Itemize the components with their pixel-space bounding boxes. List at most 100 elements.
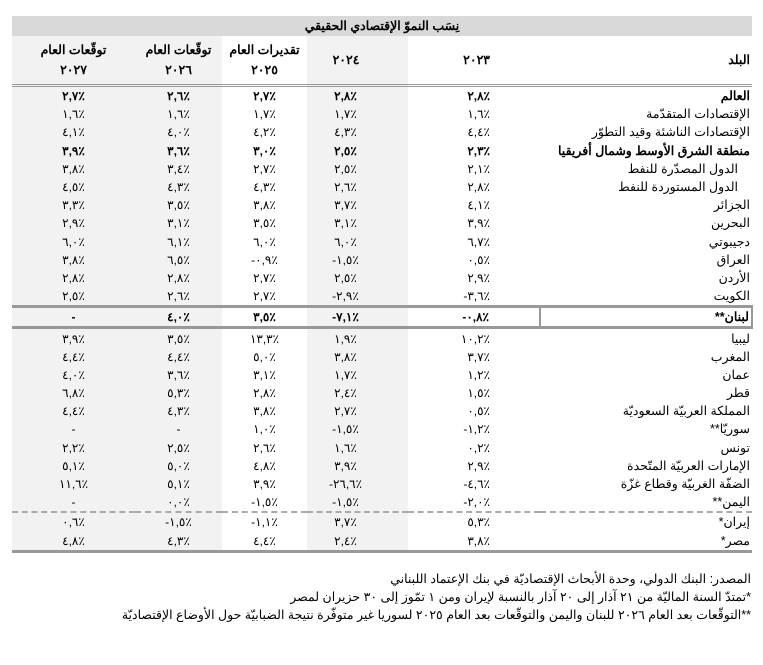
table-row: ٥,١٪ ٥,٠٪ ٤,٨٪ ٣,٩٪ ٢,٩٪ الإمارات العربيّة ال… bbox=[12, 456, 752, 475]
value-2027: ٢,٧٪ bbox=[12, 85, 135, 106]
country-name: الجزائر bbox=[713, 198, 750, 213]
value-2026: ٤,٣٪ bbox=[135, 531, 222, 553]
value-2024: ٣,١٪ bbox=[307, 214, 408, 233]
value-2023: ٤,١٪ bbox=[467, 198, 490, 213]
value-2024: ١,٩٪ bbox=[307, 327, 408, 348]
value-2023: ٠,٥٪ bbox=[467, 404, 490, 419]
value-2026: ٠,٠٪ bbox=[135, 493, 222, 513]
value-2026: ٢,٦٪ bbox=[135, 85, 222, 106]
value-2023: ٣,٧٪ bbox=[467, 349, 490, 364]
table-row: ٢,٧٪ ٢,٦٪ ٢,٧٪ ٢,٨٪ ٢,٨٪ العالم bbox=[12, 85, 752, 106]
value-2027: ٢,٥٪ bbox=[12, 287, 135, 307]
value-2024: -١,٥٪ bbox=[307, 420, 408, 439]
value-2027: ٢,٢٪ bbox=[12, 438, 135, 457]
value-2023: ٣,٩٪ bbox=[467, 216, 490, 231]
table-row: ٤,١٪ ٤,٠٪ ٤,٢٪ ٤,٣٪ ٤,٤٪ الإقتصادات الناشئة و… bbox=[12, 123, 752, 142]
value-2025: ٤,٤٪ bbox=[222, 531, 307, 553]
value-2026: ٥,٣٪ bbox=[135, 384, 222, 403]
value-2025: ٣,٥٪ bbox=[222, 305, 307, 330]
value-2025: ٢,٨٪ bbox=[253, 386, 276, 401]
value-2023: -٤,٦٪ bbox=[463, 477, 490, 492]
value-2024: ٣,٩٪ bbox=[307, 456, 408, 475]
value-2024: ١,٦٪ bbox=[307, 438, 408, 457]
value-2024: ٣,٧٪ bbox=[307, 511, 408, 532]
value-2024: ١,٧٪ bbox=[307, 365, 408, 384]
value-2023: ٣,٨٪ bbox=[408, 531, 540, 553]
country-name: قطر bbox=[726, 386, 750, 401]
value-2023: ٢,٩٪ bbox=[467, 458, 490, 473]
value-2023: ١٠,٢٪ bbox=[460, 331, 490, 346]
value-2024: ٢,٥٪ bbox=[307, 141, 408, 160]
value-2027: ٢,٩٪ bbox=[12, 214, 135, 233]
value-2023: ٦,٧٪ bbox=[467, 234, 490, 249]
value-2024: ٣,٨٪ bbox=[307, 347, 408, 366]
header-2023: ٢٠٢٣ bbox=[408, 36, 540, 87]
table-row: ٤,٨٪ ٤,٣٪ ٤,٤٪ ٢,٤٪ ٣,٨٪ مصر* bbox=[12, 531, 752, 553]
footnotes: المصدر: البنك الدولي، وحدة الأبحاث الإقت… bbox=[122, 570, 751, 624]
value-2026: ٥,١٪ bbox=[135, 474, 222, 494]
value-2024: ٦,٠٪ bbox=[307, 232, 408, 251]
table-row: ٣,٨٪ ٣,٤٪ ٢,٧٪ ٢,٥٪ ٢,١٪ الدول المصدّرة للنفط bbox=[12, 159, 752, 178]
value-2026: ٥,٠٪ bbox=[135, 456, 222, 475]
value-2027: ٤,٠٪ bbox=[12, 365, 135, 384]
table-row: ١,٦٪ ١,٦٪ ١,٧٪ ١,٧٪ ١,٦٪ الإقتصادات المتقدّمة bbox=[12, 105, 752, 124]
value-2027: ٣,٩٪ bbox=[12, 327, 135, 348]
value-2023: -٢,٠٪ bbox=[463, 495, 490, 510]
value-2023: ٢,٩٪ bbox=[467, 270, 490, 285]
value-2025: ٢,٧٪ bbox=[253, 89, 276, 104]
value-2023: ٠,٥٪ bbox=[467, 252, 490, 267]
table-row: ٣,٣٪ ٣,٥٪ ٣,٨٪ ٣,٧٪ ٤,١٪ الجزائر bbox=[12, 196, 752, 215]
value-2023: ٢,٨٪ bbox=[467, 180, 490, 195]
country-name: الضفّة الغربيّة وقطاع غزّة bbox=[620, 477, 750, 492]
country-name: منطقة الشرق الأوسط وشمال أفريقيا bbox=[558, 143, 750, 158]
value-2027: - bbox=[12, 305, 135, 330]
table-row: ٢,٩٪ ٣,١٪ ٣,٥٪ ٣,١٪ ٣,٩٪ البحرين bbox=[12, 214, 752, 233]
value-2026: ٣,٦٪ bbox=[135, 141, 222, 160]
value-2024: ١,٧٪ bbox=[307, 105, 408, 124]
value-2026: ٤,٣٪ bbox=[135, 177, 222, 197]
value-2025: ٣,١٪ bbox=[253, 367, 276, 382]
value-2025: ٣,٨٪ bbox=[253, 198, 276, 213]
value-2026: ٢,٥٪ bbox=[135, 438, 222, 457]
table-row: ٤,٠٪ ٣,٦٪ ٣,١٪ ١,٧٪ ١,٢٪ عمان bbox=[12, 365, 752, 384]
value-2024: -١,٥٪ bbox=[307, 250, 408, 269]
country-name: إيران* bbox=[540, 511, 752, 532]
value-2027: ٤,١٪ bbox=[12, 123, 135, 142]
header-2024: ٢٠٢٤ bbox=[307, 36, 408, 87]
value-2023: ٤,٤٪ bbox=[467, 125, 490, 140]
value-2027: ٦,٨٪ bbox=[12, 384, 135, 403]
value-2023: ١,٢٪ bbox=[467, 367, 490, 382]
table-row: ٢,٨٪ ٢,٨٪ ٢,٧٪ ٢,٥٪ ٢,٩٪ الأردن bbox=[12, 268, 752, 288]
value-2025: ٦,٠٪ bbox=[253, 234, 276, 249]
value-2026: ٣,٤٪ bbox=[135, 159, 222, 178]
value-2024: ٤,٣٪ bbox=[307, 123, 408, 142]
footnote-fiscal-year: *تمتدّ السنة الماليّة من ٢١ آذار إلى ٢٠ … bbox=[290, 590, 751, 604]
value-2025: ٤,٢٪ bbox=[253, 125, 276, 140]
country-name: مصر* bbox=[540, 531, 752, 553]
table-row: ٤,٤٪ ٤,٤٪ ٥,٠٪ ٣,٨٪ ٣,٧٪ المغرب bbox=[12, 347, 752, 366]
value-2026: ٢,٦٪ bbox=[135, 287, 222, 307]
table-row: - - ١,٠٪ -١,٥٪ -١,٢٪ سوريّا** bbox=[12, 420, 752, 439]
value-2026: ٣,١٪ bbox=[135, 214, 222, 233]
country-name: لبنان** bbox=[539, 305, 753, 330]
value-2026: ٣,٥٪ bbox=[135, 196, 222, 215]
value-2024: ٣,٧٪ bbox=[307, 196, 408, 215]
value-2025: ١٣,٣٪ bbox=[249, 331, 280, 346]
country-name: ليبيا bbox=[731, 331, 750, 346]
country-name: عمان bbox=[722, 367, 750, 382]
value-2025: ٤,٣٪ bbox=[253, 180, 276, 195]
value-2023: -٣,٦٪ bbox=[463, 289, 490, 304]
value-2027: - bbox=[12, 493, 135, 513]
value-2025: ٣,٨٪ bbox=[253, 404, 276, 419]
table-title: نِسَب النموّ الإقتصادي الحقيقي bbox=[12, 16, 752, 36]
value-2026: ٤,٣٪ bbox=[135, 402, 222, 421]
value-2026: -١,٥٪ bbox=[135, 511, 222, 532]
country-name: الدول المستوردة للنفط bbox=[618, 180, 738, 195]
value-2027: ٢,٨٪ bbox=[12, 268, 135, 288]
value-2026: ٣,٥٪ bbox=[135, 327, 222, 348]
table-row: ٣,٨٪ ٦,٥٪ -٠,٩٪ -١,٥٪ ٠,٥٪ العراق bbox=[12, 250, 752, 269]
country-name: المغرب bbox=[710, 349, 750, 364]
country-name: الكويت bbox=[713, 289, 750, 304]
header-2025: تقديرات العام ٢٠٢٥ bbox=[222, 36, 307, 87]
country-name: تونس bbox=[720, 440, 750, 455]
